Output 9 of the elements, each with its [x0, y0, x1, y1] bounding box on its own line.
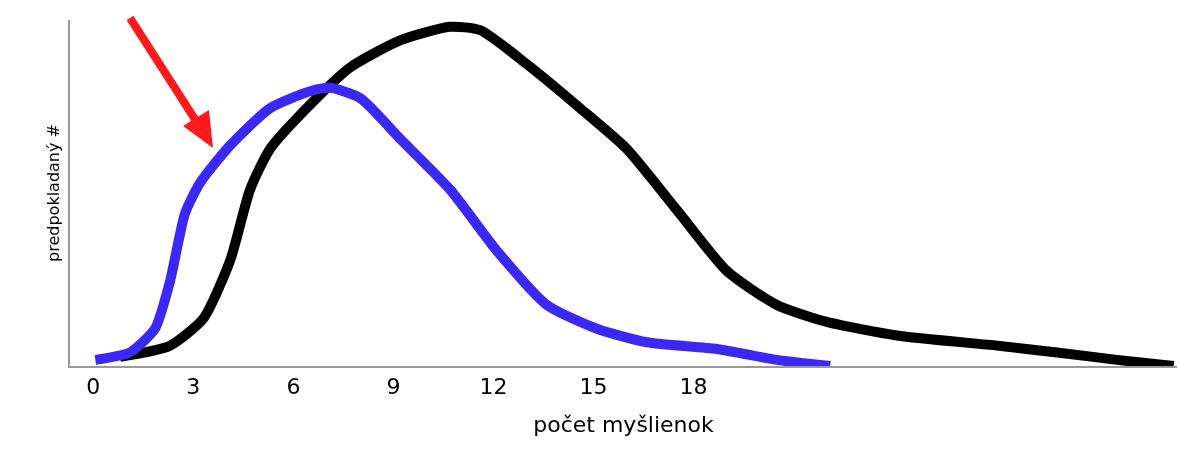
y-axis-title: predpokladaný #: [44, 124, 64, 262]
x-axis-title: počet myšlienok: [533, 411, 714, 437]
x-tick-label: 18: [679, 374, 708, 400]
x-tick-label: 6: [286, 374, 301, 400]
x-tick-label: 9: [386, 374, 401, 400]
x-tick-label: 0: [86, 374, 101, 400]
x-tick-label: 15: [579, 374, 608, 400]
x-tick-label: 3: [186, 374, 201, 400]
x-tick-label: 12: [479, 374, 508, 400]
